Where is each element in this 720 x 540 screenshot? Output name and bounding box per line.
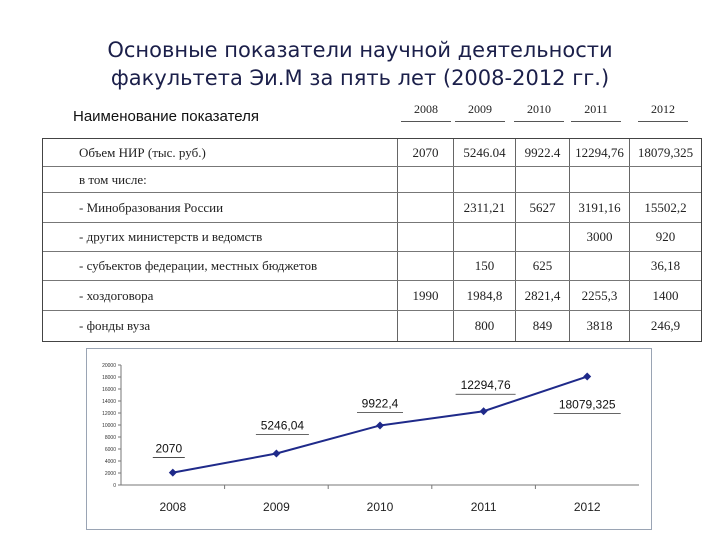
value-cell-2012: 18079,325	[629, 139, 701, 166]
x-tick-label: 2008	[159, 500, 186, 514]
year-header-2010: 2010	[514, 102, 564, 122]
y-tick-label: 2000	[105, 471, 116, 477]
y-tick-label: 20000	[102, 363, 116, 369]
value-cell-2010: 9922.4	[515, 139, 569, 166]
slide-title-line-2: факультета Эи.М за пять лет (2008-2012 г…	[110, 66, 610, 90]
indicator-name: - фонды вуза	[79, 318, 151, 333]
volume-line-chart: 0 2000 4000 6000 8000 10000 12000 14000 16000 180…	[102, 363, 639, 514]
y-tick-label: 0	[113, 483, 116, 489]
value-cell-2009: 800	[453, 311, 515, 341]
value-cell-2010: 5627	[515, 193, 569, 222]
value-cell-2011: 3191,16	[569, 193, 629, 222]
value-cell-2008	[397, 193, 453, 222]
value-cell-2011: 3000	[569, 223, 629, 251]
value-cell-2012: 246,9	[629, 311, 701, 341]
table-row: Объем НИР (тыс. руб.) 2070 5246.04 9922.4 12…	[43, 139, 701, 167]
value-cell-2010: 625	[515, 252, 569, 280]
x-tick-label: 2012	[574, 500, 601, 514]
value-cell-2012	[629, 167, 701, 192]
y-tick-label: 6000	[105, 447, 116, 453]
x-tick-label: 2011	[471, 500, 497, 514]
value-cell-2008	[397, 167, 453, 192]
y-tick-label: 8000	[105, 435, 116, 441]
data-label: 2070	[155, 442, 182, 456]
value-cell-2011	[569, 252, 629, 280]
value-cell-2009	[453, 167, 515, 192]
data-label: 5246,04	[261, 419, 305, 433]
indicator-name: - хоздоговора	[79, 287, 154, 303]
x-tick-label: 2010	[367, 500, 394, 514]
table-row: - хоздоговора 1990 1984,8 2821,4 2255,3 1400	[43, 281, 701, 311]
indicators-table: Объем НИР (тыс. руб.) 2070 5246.04 9922.4 12…	[42, 138, 702, 342]
indicator-name: Объем НИР (тыс. руб.)	[79, 144, 206, 160]
slide-title-line-1: Основные показатели научной деятельности	[107, 38, 613, 62]
y-tick-label: 18000	[102, 375, 116, 381]
year-header-2008: 2008	[401, 102, 451, 122]
value-cell-2010: 2821,4	[515, 281, 569, 310]
value-cell-2011: 3818	[569, 311, 629, 341]
table-row: - других министерств и ведомств 3000 920	[43, 223, 701, 252]
year-header-2011: 2011	[571, 102, 621, 122]
data-point	[479, 407, 488, 416]
data-point	[376, 421, 384, 430]
value-cell-2010	[515, 223, 569, 251]
value-cell-2012: 36,18	[629, 252, 701, 280]
data-label: 12294,76	[461, 378, 511, 392]
indicator-name: - других министерств и ведомств	[79, 229, 263, 244]
value-cell-2011: 2255,3	[569, 281, 629, 310]
value-cell-2012: 1400	[629, 281, 701, 310]
value-cell-2009: 5246.04	[453, 139, 515, 166]
value-cell-2008: 1990	[397, 281, 453, 310]
y-tick-label: 4000	[105, 459, 116, 465]
data-point	[272, 449, 281, 458]
year-header-2009: 2009	[455, 102, 505, 122]
data-label: 18079,325	[559, 398, 616, 412]
value-cell-2012: 15502,2	[629, 193, 701, 222]
value-cell-2008	[397, 223, 453, 251]
y-tick-label: 14000	[102, 399, 116, 405]
value-cell-2008	[397, 252, 453, 280]
data-label: 9922,4	[362, 396, 399, 410]
y-tick-label: 16000	[102, 387, 116, 393]
x-tick-label: 2009	[263, 500, 290, 514]
y-tick-label: 10000	[102, 423, 116, 429]
table-row: в том числе:	[43, 167, 701, 193]
slide-title: Основные показатели научной деятельности…	[60, 36, 660, 92]
value-cell-2011: 12294,76	[569, 139, 629, 166]
value-cell-2008: 2070	[397, 139, 453, 166]
value-cell-2010: 849	[515, 311, 569, 341]
indicator-name: - Минобразования России	[79, 199, 224, 215]
table-row: - Минобразования России 2311,21 5627 3191,1…	[43, 193, 701, 223]
value-cell-2009	[453, 223, 515, 251]
value-cell-2009: 2311,21	[453, 193, 515, 222]
value-cell-2008	[397, 311, 453, 341]
value-cell-2011	[569, 167, 629, 192]
indicator-name: - субъектов федерации, местных бюджетов	[79, 258, 318, 273]
data-point	[168, 468, 177, 477]
data-point	[583, 372, 592, 381]
value-cell-2009: 1984,8	[453, 281, 515, 310]
indicator-column-header: Наименование показателя	[73, 108, 259, 125]
value-cell-2012: 920	[629, 223, 701, 251]
table-row: - субъектов федерации, местных бюджетов 1…	[43, 252, 701, 281]
indicator-name: в том числе:	[79, 171, 147, 187]
value-cell-2009: 150	[453, 252, 515, 280]
year-header-2012: 2012	[638, 102, 688, 122]
value-cell-2010	[515, 167, 569, 192]
y-tick-label: 12000	[102, 411, 116, 417]
table-row: - фонды вуза 800 849 3818 246,9	[43, 311, 701, 341]
chart-frame: 0 2000 4000 6000 8000 10000 12000 14000 16000 180…	[86, 348, 652, 530]
